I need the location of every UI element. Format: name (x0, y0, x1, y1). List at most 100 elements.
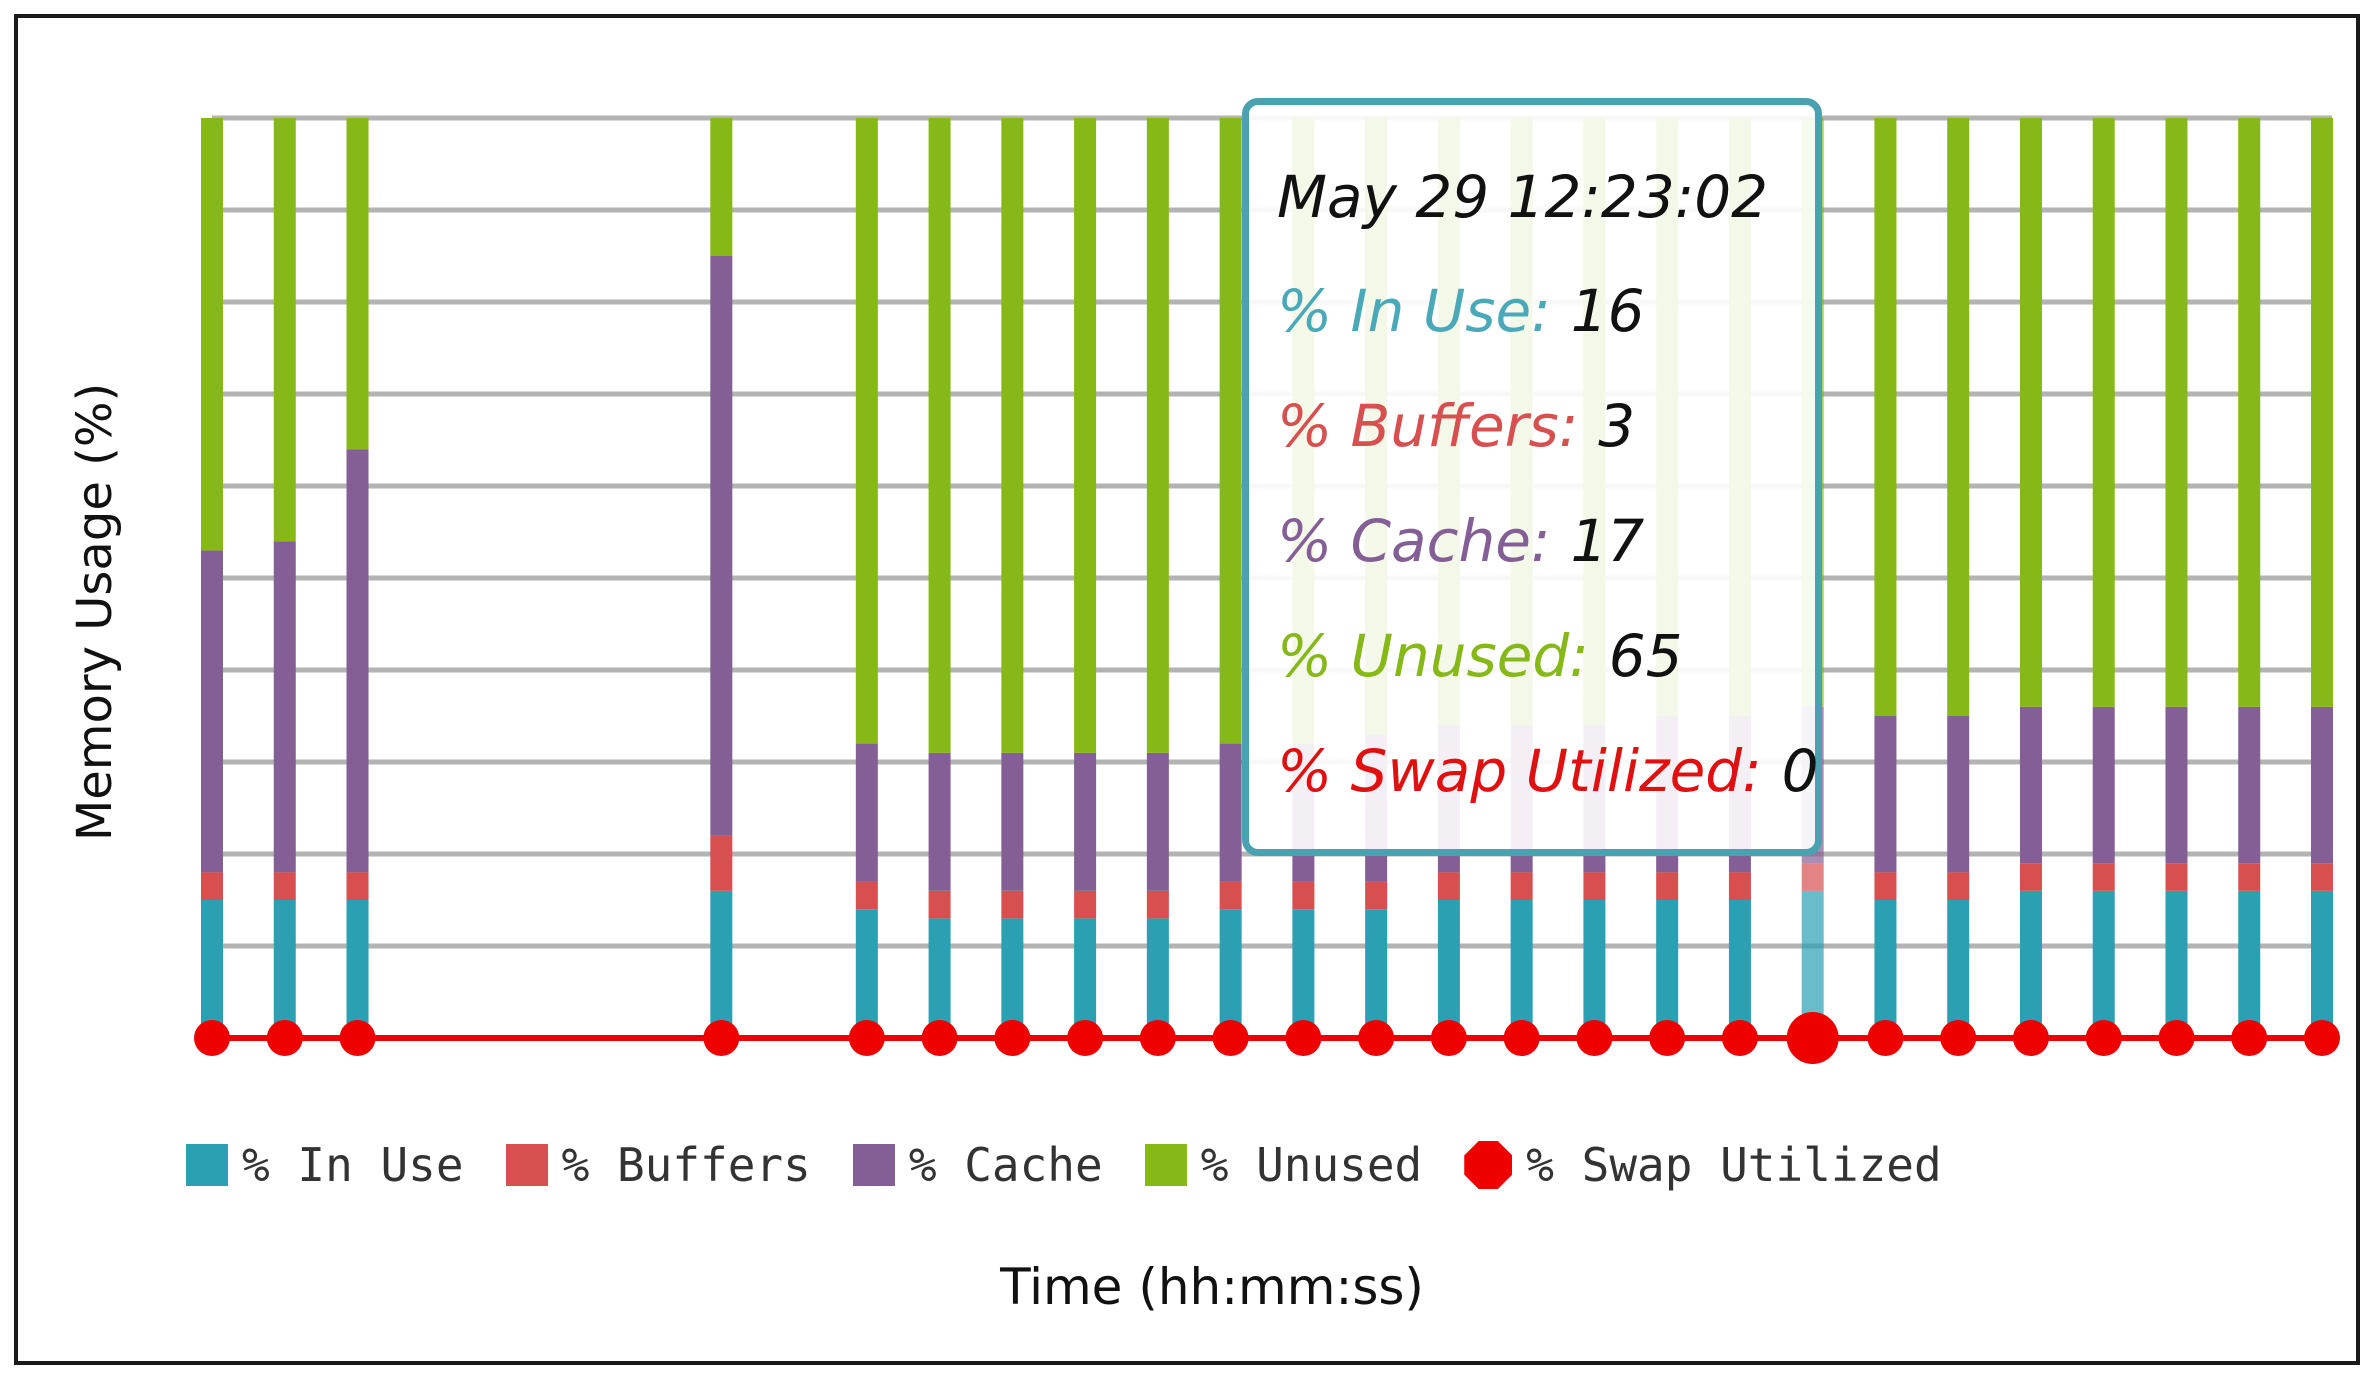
bar-segment-unused (1001, 118, 1024, 753)
bar-segment-cache (855, 743, 878, 882)
bar-segment-cache (2238, 706, 2261, 864)
bar-segment-buffers (1437, 872, 1460, 900)
bar-segment-in-use (2238, 890, 2261, 1038)
bar-segment-in-use (1146, 918, 1169, 1038)
bar-segment-in-use (710, 890, 733, 1038)
swap-point (2085, 1020, 2122, 1056)
bar-segment-unused (855, 118, 878, 744)
tooltip-row-in-use: % In Use: 16 (1277, 277, 1645, 345)
legend-item-unused[interactable]: % Unused (1144, 1138, 1423, 1192)
bar-segment-unused (1219, 118, 1242, 744)
legend-item-swap[interactable]: % Swap Utilized (1464, 1138, 1942, 1192)
bar-segment-cache (273, 541, 296, 873)
swap-point (1212, 1020, 1249, 1056)
legend-swatch-swap (1464, 1141, 1513, 1189)
bar-segment-buffers (1656, 872, 1679, 900)
tooltip-row-cache: % Cache: 17 (1277, 507, 1644, 575)
bar-segment-buffers (1001, 890, 1024, 919)
bar-segment-in-use (2092, 890, 2115, 1038)
bar-segment-buffers (2019, 863, 2042, 891)
legend-item-buffers[interactable]: % Buffers (505, 1138, 811, 1192)
bar-segment-buffers (2092, 863, 2115, 891)
bar-segment-unused (273, 118, 296, 542)
swap-point (2158, 1020, 2195, 1056)
tooltip-value-in-use: 16 (1570, 277, 1645, 345)
bar-segment-buffers (928, 890, 951, 919)
bar-segment-in-use (1801, 890, 1824, 1038)
bar-segment-unused (2019, 118, 2042, 707)
tooltip-row-buffers: % Buffers: 3 (1277, 392, 1635, 460)
hover-tooltip: May 29 12:23:02 % In Use: 16 % Buffers: 3 … (1242, 98, 1822, 856)
tooltip-value-swap: 0 (1781, 737, 1819, 805)
bar-segment-in-use (1728, 900, 1751, 1038)
bar-segment-buffers (1146, 890, 1169, 919)
swap-point (1139, 1020, 1176, 1056)
bar-segment-buffers (1801, 863, 1824, 891)
tooltip-value-buffers: 3 (1598, 392, 1636, 460)
swap-point (1430, 1020, 1467, 1056)
bar-segment-buffers (1583, 872, 1606, 900)
bar-segment-in-use (1874, 900, 1897, 1038)
bar-segment-in-use (1292, 909, 1315, 1038)
bar-segment-cache (1874, 716, 1897, 873)
bar-segment-in-use (201, 900, 223, 1038)
bar-segment-in-use (1947, 900, 1970, 1038)
legend-swatch-cache (852, 1144, 895, 1186)
tooltip-row-unused: % Unused: 65 (1277, 622, 1683, 690)
bar-segment-in-use (1583, 900, 1606, 1038)
bar-segment-unused (1146, 118, 1169, 753)
x-axis-label: Time (hh:mm:ss) (1000, 1258, 1424, 1316)
bar-segment-in-use (1437, 900, 1460, 1038)
bar-segment-unused (201, 118, 223, 551)
legend-label-unused: % Unused (1200, 1138, 1423, 1192)
bar-segment-unused (1074, 118, 1097, 753)
tooltip-value-cache: 17 (1570, 507, 1645, 575)
legend-label-in-use: % In Use (242, 1138, 464, 1192)
legend-item-cache[interactable]: % Cache (852, 1138, 1103, 1192)
bar-segment-unused (710, 118, 733, 256)
swap-point (194, 1020, 230, 1056)
bar-segment-buffers (2238, 863, 2261, 891)
bar-segment-cache (1146, 752, 1169, 891)
legend-item-in-use[interactable]: % In Use (186, 1138, 464, 1192)
swap-point (1503, 1020, 1540, 1056)
bar-segment-in-use (2165, 890, 2188, 1038)
swap-point (1067, 1020, 1104, 1056)
swap-point (2012, 1020, 2049, 1056)
bar-segment-buffers (1074, 890, 1097, 919)
bar-segment-in-use (2311, 890, 2333, 1038)
tooltip-label-buffers: % Buffers: (1277, 392, 1579, 460)
bar-segment-cache (1074, 752, 1097, 891)
swap-point (1721, 1020, 1758, 1056)
tooltip-title: May 29 12:23:02 (1277, 163, 1769, 231)
swap-point (1940, 1020, 1977, 1056)
tooltip-value-unused: 65 (1608, 622, 1683, 690)
tooltip-row-swap: % Swap Utilized: 0 (1277, 737, 1819, 805)
bar-segment-in-use (2019, 890, 2042, 1038)
bar-segment-unused (346, 118, 369, 450)
bar-segment-cache (2092, 706, 2115, 864)
bar-segment-cache (1001, 752, 1024, 891)
swap-point (1358, 1020, 1395, 1056)
legend-label-buffers: % Buffers (561, 1138, 811, 1192)
bar-segment-cache (346, 449, 369, 873)
bar-segment-buffers (2311, 863, 2333, 891)
bar-segment-unused (1874, 118, 1897, 716)
bar-segment-cache (2019, 706, 2042, 864)
bar-segment-buffers (273, 872, 296, 900)
swap-point (1649, 1020, 1686, 1056)
legend-swatch-in-use (186, 1144, 228, 1186)
bar-segment-in-use (1074, 918, 1097, 1038)
swap-series (194, 1012, 2340, 1064)
bar-segment-cache (1947, 716, 1970, 873)
bar-segment-in-use (1219, 909, 1242, 1038)
bar-segment-cache (710, 256, 733, 836)
tooltip-label-in-use: % In Use: (1277, 277, 1551, 345)
bar-segment-buffers (1874, 872, 1897, 900)
bar-segment-buffers (1292, 881, 1315, 910)
bar-segment-unused (2238, 118, 2261, 707)
bar-segment-buffers (1365, 881, 1388, 910)
bar-segment-unused (1947, 118, 1970, 716)
tooltip-label-swap: % Swap Utilized: (1277, 737, 1762, 805)
swap-point (2304, 1020, 2340, 1056)
